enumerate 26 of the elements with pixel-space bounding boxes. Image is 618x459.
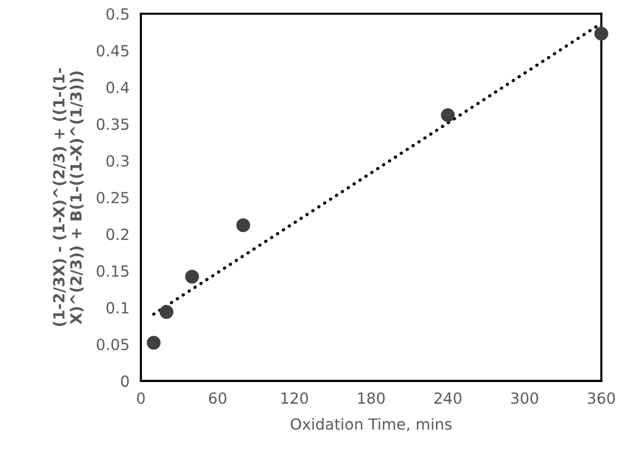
y-tick-label: 0.35 bbox=[96, 118, 128, 130]
y-axis-title: (1-2/3X) - (1-X)^(2/3) + ((1-(1- X)^(2/3)) + B(1-((1-X)^(1/3))) bbox=[52, 68, 84, 326]
point bbox=[185, 270, 199, 284]
x-tick-label: 300 bbox=[511, 392, 538, 404]
point bbox=[236, 218, 250, 232]
x-tick-label: 240 bbox=[434, 392, 462, 404]
x-axis-title: Oxidation Time, mins bbox=[290, 418, 452, 432]
y-tick-label: 0.4 bbox=[106, 82, 129, 94]
point bbox=[440, 108, 455, 122]
y-tick-label: 0 bbox=[121, 375, 129, 387]
y-tick-label: 0.15 bbox=[96, 265, 128, 277]
point bbox=[160, 305, 174, 319]
y-tick-label: 0.2 bbox=[106, 228, 128, 240]
x-tick-label: 0 bbox=[137, 392, 145, 404]
x-tick-label: 360 bbox=[588, 392, 615, 404]
point bbox=[146, 336, 161, 350]
y-tick-label: 0.3 bbox=[106, 155, 129, 167]
y-tick-label: 0.5 bbox=[106, 8, 128, 20]
x-tick-label: 180 bbox=[358, 392, 385, 404]
x-tick-label: 60 bbox=[208, 392, 226, 404]
y-tick-label: 0.25 bbox=[96, 192, 128, 204]
x-tick-label: 120 bbox=[281, 392, 308, 404]
y-tick-label: 0.45 bbox=[96, 44, 128, 57]
y-tick-label: 0.05 bbox=[96, 338, 128, 350]
point bbox=[594, 26, 608, 41]
y-tick-label: 0.1 bbox=[106, 302, 128, 314]
